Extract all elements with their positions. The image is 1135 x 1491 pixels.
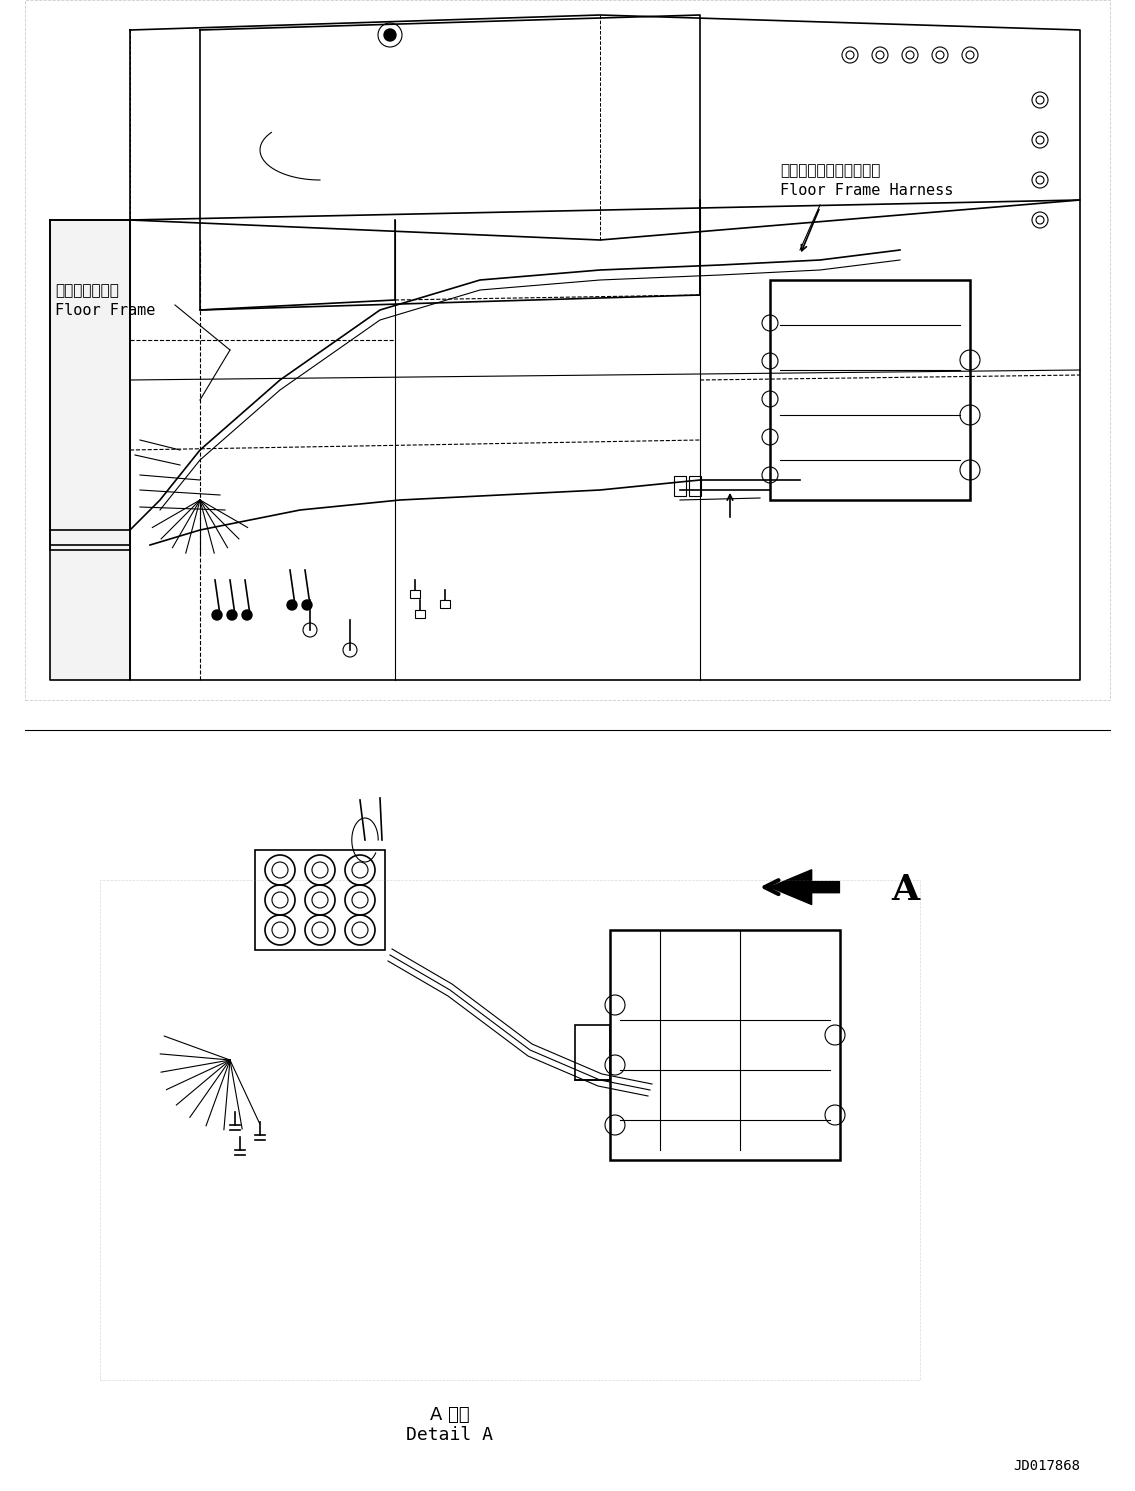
Circle shape: [302, 599, 312, 610]
Circle shape: [287, 599, 297, 610]
Bar: [415, 610, 424, 617]
Circle shape: [212, 610, 222, 620]
Text: JD017868: JD017868: [1014, 1460, 1081, 1473]
Text: Floor Frame: Floor Frame: [54, 303, 155, 318]
Bar: [575, 1024, 609, 1079]
Bar: [410, 590, 420, 598]
Text: A 詳細: A 詳細: [430, 1406, 470, 1424]
Bar: [770, 280, 970, 499]
Bar: [255, 850, 385, 950]
Bar: [674, 476, 686, 497]
FancyArrowPatch shape: [770, 869, 840, 905]
Text: Detail A: Detail A: [406, 1425, 494, 1443]
Text: フロアフレームハーネス: フロアフレームハーネス: [780, 163, 881, 177]
Circle shape: [227, 610, 237, 620]
Bar: [609, 930, 840, 1160]
Bar: [689, 476, 701, 497]
Circle shape: [242, 610, 252, 620]
Bar: [100, 880, 920, 1381]
Polygon shape: [50, 221, 131, 680]
Bar: [25, 0, 1110, 699]
Circle shape: [384, 28, 396, 40]
Text: Floor Frame Harness: Floor Frame Harness: [780, 183, 953, 198]
Text: A: A: [891, 874, 919, 907]
Bar: [440, 599, 449, 608]
Text: フロアフレーム: フロアフレーム: [54, 283, 119, 298]
